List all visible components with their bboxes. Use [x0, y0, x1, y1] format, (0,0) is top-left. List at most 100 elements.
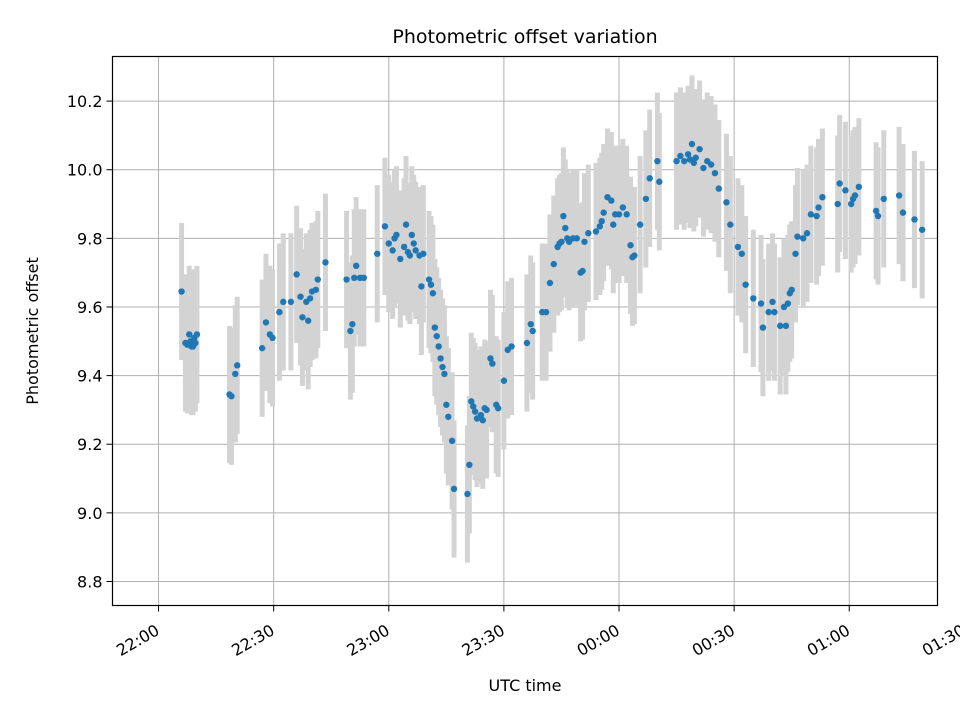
data-point — [880, 195, 887, 203]
data-point — [258, 344, 266, 352]
data-point — [738, 250, 746, 257]
data-point — [299, 314, 306, 321]
data-point — [742, 281, 749, 288]
data-point — [269, 334, 276, 342]
y-tick-label: 10.2 — [67, 92, 103, 111]
data-point — [690, 159, 698, 167]
data-point — [899, 209, 907, 216]
data-point — [287, 298, 295, 306]
data-point — [178, 288, 185, 295]
data-point — [466, 461, 473, 469]
data-point — [293, 271, 300, 278]
data-point — [487, 355, 494, 362]
data-point — [842, 187, 849, 194]
data-point — [619, 204, 627, 211]
data-point — [276, 308, 283, 316]
data-point — [734, 243, 742, 251]
y-tick-label: 9.8 — [77, 229, 102, 248]
data-point — [314, 276, 321, 283]
data-point — [489, 360, 496, 367]
data-point — [792, 250, 799, 257]
data-point — [425, 276, 433, 283]
data-point — [523, 339, 531, 347]
data-point — [508, 343, 515, 350]
y-tick-label: 9.2 — [77, 435, 102, 454]
data-point — [527, 320, 534, 328]
data-point — [623, 211, 630, 218]
data-point — [262, 319, 270, 326]
data-point — [280, 298, 287, 306]
plot-frame — [111, 55, 939, 607]
data-point — [469, 403, 477, 410]
data-point — [646, 175, 653, 182]
data-point — [306, 295, 314, 302]
data-point — [592, 228, 600, 235]
data-point — [677, 152, 684, 160]
data-point — [437, 355, 444, 362]
data-point — [351, 274, 358, 282]
data-point — [412, 247, 419, 254]
data-point — [765, 308, 772, 316]
data-point — [445, 413, 452, 420]
data-point — [439, 363, 446, 371]
data-point — [464, 490, 471, 498]
data-point — [807, 211, 815, 218]
data-point — [636, 221, 644, 228]
data-point — [803, 230, 811, 237]
data-point — [550, 260, 557, 268]
data-point — [776, 322, 784, 330]
data-point — [494, 405, 502, 412]
data-point — [895, 192, 903, 199]
y-tick-label: 9.4 — [77, 367, 102, 386]
y-axis-title: Photometric offset — [23, 257, 42, 405]
data-point — [433, 332, 440, 340]
data-point — [558, 238, 565, 245]
data-point — [397, 255, 404, 263]
data-point — [727, 221, 734, 228]
data-points — [178, 140, 926, 498]
data-point — [483, 406, 490, 414]
data-point — [771, 308, 778, 316]
data-point — [600, 209, 607, 216]
data-point — [692, 154, 699, 161]
data-point — [707, 161, 715, 168]
data-point — [847, 200, 855, 208]
data-point — [192, 339, 199, 347]
data-point — [782, 322, 790, 330]
data-point — [581, 238, 588, 245]
data-point — [560, 212, 567, 220]
data-point — [579, 267, 586, 275]
y-tick-label: 9.0 — [77, 504, 102, 523]
data-point — [448, 437, 456, 444]
data-point — [406, 252, 414, 259]
data-point — [723, 199, 730, 206]
data-point — [304, 317, 312, 324]
data-point — [389, 247, 396, 254]
data-point — [186, 331, 193, 338]
data-point — [343, 276, 350, 283]
data-point — [349, 320, 356, 328]
data-point — [418, 283, 425, 290]
data-point — [400, 243, 408, 251]
data-point — [608, 197, 615, 204]
data-point — [696, 145, 703, 153]
data-point — [596, 223, 604, 230]
data-point — [402, 221, 410, 228]
data-point — [851, 192, 859, 199]
data-point — [656, 178, 663, 185]
data-point — [429, 290, 437, 297]
data-point — [450, 485, 458, 493]
data-point — [420, 250, 427, 257]
data-point — [815, 204, 822, 211]
data-point — [431, 324, 439, 331]
data-point — [297, 293, 304, 300]
data-point — [784, 300, 792, 307]
data-point — [874, 212, 882, 220]
data-point — [542, 308, 550, 316]
data-point — [232, 370, 239, 378]
data-point — [688, 140, 696, 148]
data-point — [911, 216, 918, 223]
data-point — [788, 286, 795, 294]
data-point — [715, 185, 722, 192]
